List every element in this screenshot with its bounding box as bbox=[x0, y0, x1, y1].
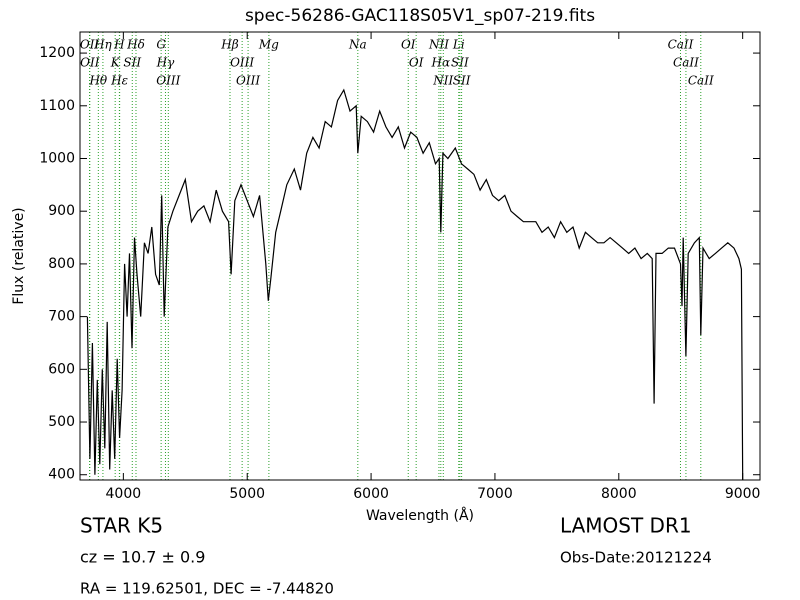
y-tick-label: 600 bbox=[48, 361, 75, 377]
spectral-line-label: OIII bbox=[156, 74, 180, 88]
spectral-line-label: Hε bbox=[110, 74, 128, 88]
x-tick-label: 6000 bbox=[353, 486, 389, 502]
object-class: STAR K5 bbox=[80, 514, 163, 538]
x-tick-label: 9000 bbox=[725, 486, 761, 502]
spectral-line-label: Na bbox=[348, 38, 367, 52]
survey: LAMOST DR1 bbox=[560, 514, 692, 538]
spectral-line-label: CaII bbox=[668, 38, 694, 52]
spectral-line-label: OII bbox=[80, 56, 100, 70]
spectral-line-label: SII bbox=[453, 74, 471, 88]
spectral-line-label: CaII bbox=[688, 74, 714, 88]
spectral-line-label: G bbox=[156, 38, 166, 52]
y-tick-label: 800 bbox=[48, 256, 75, 272]
plot-frame bbox=[79, 31, 761, 481]
spectral-line-label: Hα bbox=[431, 56, 451, 70]
spectrum-line bbox=[86, 88, 744, 481]
x-axis-label: Wavelength (Å) bbox=[366, 507, 474, 524]
y-tick-label: 1000 bbox=[39, 150, 75, 166]
coordinates: RA = 119.62501, DEC = -7.44820 bbox=[80, 580, 334, 598]
x-tick-label: 5000 bbox=[229, 486, 265, 502]
y-tick-label: 700 bbox=[48, 309, 75, 325]
y-tick-label: 500 bbox=[48, 414, 75, 430]
y-tick-label: 1100 bbox=[39, 98, 75, 114]
spectral-line-label: NII bbox=[428, 38, 449, 52]
spectral-line-label: K bbox=[110, 56, 121, 70]
spectral-line-label: OIII bbox=[236, 74, 260, 88]
spectral-line-label: Li bbox=[452, 38, 465, 52]
redshift: cz = 10.7 ± 0.9 bbox=[80, 548, 205, 567]
y-tick-label: 1200 bbox=[39, 45, 75, 61]
spectral-line-label: NII bbox=[432, 74, 453, 88]
chart-title: spec-56286-GAC118S05V1_sp07-219.fits bbox=[245, 6, 595, 26]
spectral-line-label: SII bbox=[123, 56, 141, 70]
spectral-line-label: Hη bbox=[93, 38, 112, 52]
x-tick-label: 8000 bbox=[601, 486, 637, 502]
spectral-line-label: CaII bbox=[673, 56, 699, 70]
spectral-line-label: Hθ bbox=[88, 74, 107, 88]
spectral-line-label: OI bbox=[401, 38, 416, 52]
spectral-line-label: OI bbox=[409, 56, 424, 70]
y-tick-label: 400 bbox=[48, 467, 75, 483]
spectral-line-label: Hβ bbox=[220, 38, 238, 52]
spectral-line-label: Hγ bbox=[156, 56, 175, 70]
spectral-line-label: Hδ bbox=[126, 38, 145, 52]
spectral-line-label: OIII bbox=[230, 56, 254, 70]
x-tick-label: 7000 bbox=[477, 486, 513, 502]
obs-date: Obs-Date:20121224 bbox=[560, 549, 712, 567]
y-axis-label: Flux (relative) bbox=[11, 207, 27, 304]
spectral-line-label: Mg bbox=[258, 38, 279, 52]
y-tick-label: 900 bbox=[48, 203, 75, 219]
spectral-line-label: SII bbox=[451, 56, 469, 70]
x-tick-label: 4000 bbox=[106, 486, 142, 502]
